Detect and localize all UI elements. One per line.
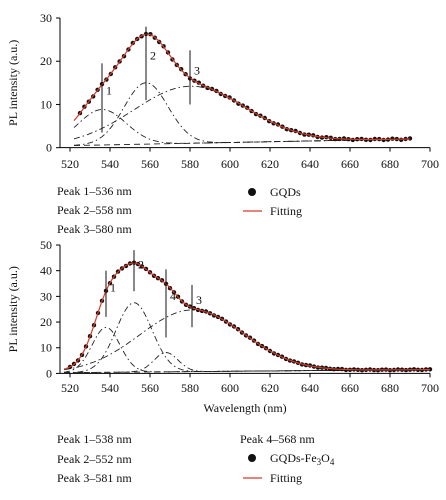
bottom-peak-3-label: 3 bbox=[196, 293, 202, 307]
bottom-peak-2-label: 2 bbox=[138, 258, 144, 272]
bottom-peak-3-label: Peak 3–581 nm bbox=[57, 471, 132, 485]
top-legend: GQDs Fitting bbox=[243, 185, 302, 218]
top-peak-3-label: Peak 3–580 nm bbox=[57, 222, 132, 236]
bottom-y-tick-label: 50 bbox=[40, 238, 52, 252]
bottom-y-tick-label: 0 bbox=[46, 366, 52, 380]
top-peak-2-label: 2 bbox=[150, 49, 156, 63]
bottom-x-tick-label: 520 bbox=[61, 381, 79, 395]
top-legend-dot-marker bbox=[248, 188, 256, 196]
bottom-peak-list: Peak 1–538 nm Peak 2–552 nm Peak 3–581 n… bbox=[57, 432, 315, 485]
bottom-x-tick-label: 540 bbox=[101, 381, 119, 395]
bottom-y-tick-label: 40 bbox=[40, 264, 52, 278]
top-x-tick-label: 620 bbox=[261, 157, 279, 171]
bottom-peak-4-label: 4 bbox=[170, 289, 176, 303]
bottom-peak-4-label: Peak 4–568 nm bbox=[240, 432, 315, 446]
bottom-fit-curve bbox=[63, 262, 430, 371]
bottom-legend-fit-label: Fitting bbox=[270, 471, 302, 485]
bottom-peak-1-label: Peak 1–538 nm bbox=[57, 432, 132, 446]
bottom-peak-3-component-curve bbox=[63, 309, 430, 371]
bottom-legend-dot-marker bbox=[248, 454, 256, 462]
bottom-x-axis-label: Wavelength (nm) bbox=[203, 401, 286, 415]
top-x-tick-label: 520 bbox=[61, 157, 79, 171]
top-x-tick-label: 600 bbox=[221, 157, 239, 171]
top-peak-1-component-curve bbox=[73, 109, 411, 144]
bottom-peak-1-label: 1 bbox=[110, 280, 116, 294]
top-y-tick-label: 10 bbox=[40, 97, 52, 111]
top-fit-curve bbox=[73, 33, 410, 141]
bottom-y-tick-label: 30 bbox=[40, 289, 52, 303]
top-x-tick-label: 640 bbox=[301, 157, 319, 171]
bottom-legend: GQDs-Fe3O4 Fitting bbox=[243, 451, 335, 485]
bottom-peak-4-component-curve bbox=[63, 352, 430, 374]
top-peak-list: Peak 1–536 nm Peak 2–558 nm Peak 3–580 n… bbox=[57, 184, 132, 236]
top-x-tick-label: 700 bbox=[421, 157, 439, 171]
bottom-legend-data-label: GQDs-Fe3O4 bbox=[270, 451, 335, 467]
bottom-x-tick-label: 680 bbox=[381, 381, 399, 395]
top-peak-1-label: Peak 1–536 nm bbox=[57, 184, 132, 198]
top-x-tick-label: 660 bbox=[341, 157, 359, 171]
chart-top-gqds: 0 10 20 30 520 540 560 580 600 620 640 660 680 700 PL … bbox=[6, 11, 439, 171]
top-y-tick-label: 20 bbox=[40, 54, 52, 68]
top-legend-fit-label: Fitting bbox=[270, 204, 302, 218]
top-peak-2-component-curve bbox=[73, 82, 411, 146]
top-x-tick-label: 580 bbox=[181, 157, 199, 171]
top-y-tick-label: 30 bbox=[40, 11, 52, 25]
bottom-y-tick-label: 20 bbox=[40, 315, 52, 329]
bottom-x-tick-label: 700 bbox=[421, 381, 439, 395]
top-peak-3-component-curve bbox=[73, 85, 410, 140]
top-legend-data-label: GQDs bbox=[270, 185, 301, 199]
top-peak-3-label: 3 bbox=[194, 64, 200, 78]
bottom-x-tick-label: 600 bbox=[221, 381, 239, 395]
bottom-x-tick-label: 640 bbox=[301, 381, 319, 395]
bottom-x-tick-label: 660 bbox=[341, 381, 359, 395]
top-x-tick-label: 540 bbox=[101, 157, 119, 171]
top-y-axis-label: PL intensity (a.u.) bbox=[6, 40, 20, 126]
bottom-x-tick-label: 620 bbox=[261, 381, 279, 395]
chart-bottom-gqds-fe3o4: 0 10 20 30 40 50 520 540 560 580 600 620 640 660 680 70… bbox=[6, 238, 439, 415]
bottom-x-tick-label: 580 bbox=[181, 381, 199, 395]
top-peak-1-label: 1 bbox=[106, 84, 112, 98]
bottom-peak-2-component-curve bbox=[64, 302, 430, 374]
bottom-peak-2-label: Peak 2–552 nm bbox=[57, 452, 132, 466]
top-x-tick-label: 560 bbox=[141, 157, 159, 171]
bottom-y-axis-label: PL intensity (a.u.) bbox=[6, 266, 20, 352]
top-peak-2-label: Peak 2–558 nm bbox=[57, 203, 132, 217]
top-y-tick-label: 0 bbox=[46, 141, 52, 155]
top-x-tick-label: 680 bbox=[381, 157, 399, 171]
bottom-y-tick-label: 10 bbox=[40, 341, 52, 355]
bottom-x-tick-label: 560 bbox=[141, 381, 159, 395]
bottom-peak-1-component-curve bbox=[63, 326, 430, 373]
